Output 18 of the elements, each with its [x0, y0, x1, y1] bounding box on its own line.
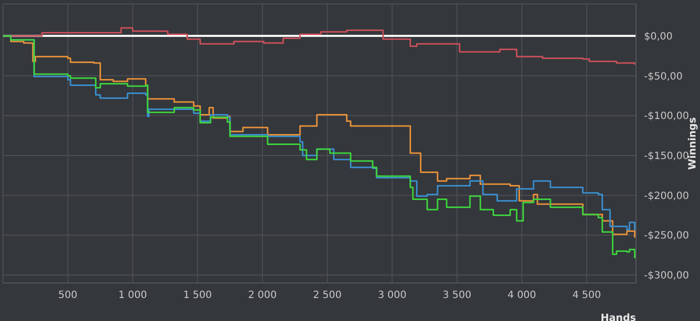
x-tick-label: 2 500: [312, 290, 342, 302]
y-tick-label: -$50,00: [644, 71, 683, 82]
x-tick-label: 3 000: [378, 290, 406, 302]
y-tick-label: -$300,00: [644, 270, 689, 282]
x-tick-label: 1 000: [118, 290, 148, 302]
y-tick-label: -$200,00: [644, 190, 689, 202]
y-tick-label: -$100,00: [644, 111, 689, 122]
y-tick-label: $0,00: [644, 31, 673, 42]
x-axis-title: Hands: [600, 313, 636, 321]
x-tick-label: 500: [58, 290, 78, 302]
y-axis-title: Winnings: [688, 117, 699, 170]
x-tick-label: 1 500: [183, 290, 212, 302]
y-tick-label: -$250,00: [644, 230, 689, 242]
x-tick-label: 3 500: [442, 290, 472, 302]
y-tick-label: -$150,00: [644, 151, 689, 162]
x-tick-label: 4 500: [572, 290, 602, 302]
x-tick-label: 4 000: [508, 290, 536, 302]
x-tick-label: 2 000: [248, 290, 277, 302]
